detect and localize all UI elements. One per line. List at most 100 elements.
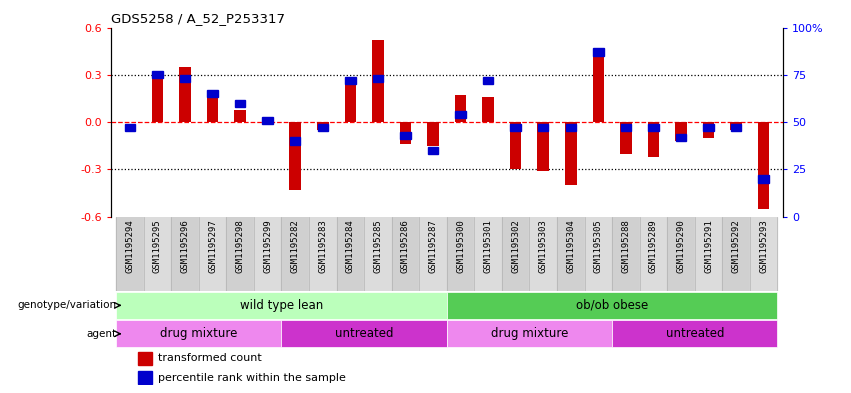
Bar <box>282 320 447 347</box>
Bar <box>454 95 466 122</box>
Bar <box>125 124 135 132</box>
Text: GSM1195290: GSM1195290 <box>677 219 685 273</box>
Bar <box>138 371 152 384</box>
Bar <box>474 217 502 291</box>
Text: GSM1195284: GSM1195284 <box>346 219 355 273</box>
Bar <box>510 122 522 169</box>
Text: GSM1195301: GSM1195301 <box>483 219 493 273</box>
Bar <box>585 217 612 291</box>
Text: GSM1195293: GSM1195293 <box>759 219 768 273</box>
Text: GSM1195297: GSM1195297 <box>208 219 217 273</box>
Bar <box>758 175 768 183</box>
Bar <box>116 320 282 347</box>
Bar <box>511 124 521 132</box>
Bar <box>208 90 218 97</box>
Text: untreated: untreated <box>334 327 393 340</box>
Bar <box>612 217 640 291</box>
Bar <box>428 147 438 154</box>
Text: GSM1195298: GSM1195298 <box>236 219 244 273</box>
Bar <box>447 217 474 291</box>
Bar <box>694 217 722 291</box>
Bar <box>364 217 391 291</box>
Bar <box>648 124 659 132</box>
Bar <box>317 122 328 130</box>
Text: genotype/variation: genotype/variation <box>17 300 116 310</box>
Text: GSM1195291: GSM1195291 <box>704 219 713 273</box>
Bar <box>199 217 226 291</box>
Bar <box>483 77 494 84</box>
Bar <box>592 51 604 122</box>
Bar <box>455 111 465 118</box>
Bar <box>420 217 447 291</box>
Text: wild type lean: wild type lean <box>240 299 323 312</box>
Bar <box>566 124 576 132</box>
Bar <box>116 292 447 319</box>
Bar <box>529 217 557 291</box>
Bar <box>538 124 548 132</box>
Bar <box>447 292 778 319</box>
Bar <box>138 352 152 365</box>
Text: GSM1195283: GSM1195283 <box>318 219 328 273</box>
Bar <box>750 217 778 291</box>
Text: GSM1195288: GSM1195288 <box>621 219 631 273</box>
Text: GSM1195295: GSM1195295 <box>153 219 162 273</box>
Bar <box>703 124 714 132</box>
Text: GSM1195286: GSM1195286 <box>401 219 410 273</box>
Text: agent: agent <box>86 329 116 339</box>
Bar <box>758 122 769 209</box>
Bar <box>336 217 364 291</box>
Bar <box>144 217 171 291</box>
Bar <box>372 40 384 122</box>
Bar <box>675 122 687 141</box>
Bar <box>538 122 549 171</box>
Text: percentile rank within the sample: percentile rank within the sample <box>157 373 346 383</box>
Bar <box>254 217 282 291</box>
Bar <box>731 124 741 132</box>
Bar <box>557 217 585 291</box>
Bar <box>391 217 420 291</box>
Text: GSM1195305: GSM1195305 <box>594 219 603 273</box>
Bar <box>171 217 199 291</box>
Text: GSM1195282: GSM1195282 <box>291 219 300 273</box>
Bar <box>226 217 254 291</box>
Bar <box>502 217 529 291</box>
Text: GSM1195303: GSM1195303 <box>539 219 548 273</box>
Text: GSM1195299: GSM1195299 <box>263 219 272 273</box>
Bar <box>282 217 309 291</box>
Text: drug mixture: drug mixture <box>160 327 237 340</box>
Bar <box>234 110 246 122</box>
Text: GSM1195285: GSM1195285 <box>374 219 382 273</box>
Text: GSM1195296: GSM1195296 <box>180 219 190 273</box>
Text: drug mixture: drug mixture <box>491 327 568 340</box>
Bar <box>483 97 494 122</box>
Bar <box>180 75 191 82</box>
Bar <box>620 122 631 154</box>
Bar <box>703 122 714 138</box>
Text: GSM1195300: GSM1195300 <box>456 219 465 273</box>
Bar <box>235 99 245 107</box>
Bar <box>180 67 191 122</box>
Bar <box>612 320 778 347</box>
Bar <box>116 217 144 291</box>
Bar <box>593 48 603 56</box>
Bar <box>289 122 301 190</box>
Bar <box>648 122 660 157</box>
Bar <box>317 124 328 132</box>
Bar <box>290 138 300 145</box>
Bar <box>722 217 750 291</box>
Bar <box>309 217 336 291</box>
Bar <box>676 134 686 141</box>
Text: untreated: untreated <box>665 327 724 340</box>
Bar <box>447 320 612 347</box>
Bar <box>207 94 219 122</box>
Bar <box>345 79 356 122</box>
Bar <box>400 132 411 139</box>
Text: GSM1195289: GSM1195289 <box>649 219 658 273</box>
Bar <box>373 75 383 82</box>
Text: GSM1195292: GSM1195292 <box>732 219 740 273</box>
Bar <box>620 124 631 132</box>
Bar <box>640 217 667 291</box>
Bar <box>346 77 356 84</box>
Bar <box>427 122 439 146</box>
Text: transformed count: transformed count <box>157 353 261 364</box>
